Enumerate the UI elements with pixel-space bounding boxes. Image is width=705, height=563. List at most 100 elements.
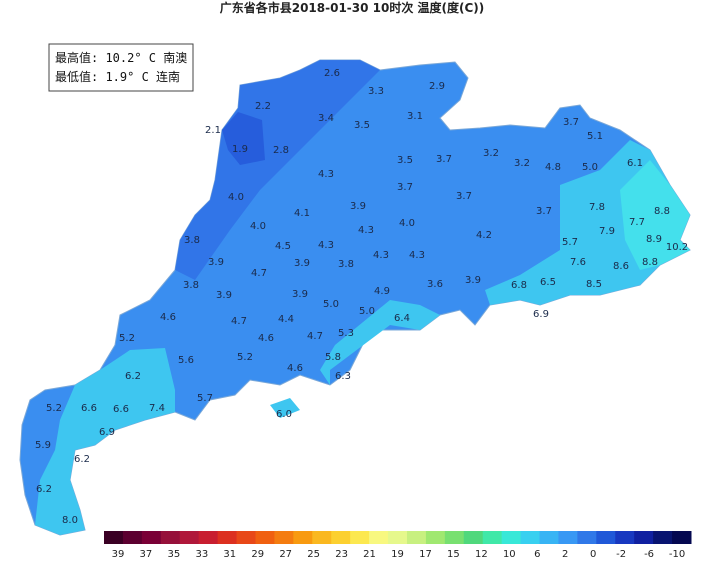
station-value: 3.4 xyxy=(318,113,334,124)
station-value: 4.3 xyxy=(318,240,334,251)
map-title: 广东省各市县2018-01-30 10时次 温度(度(C)) xyxy=(220,0,485,15)
station-value: 4.8 xyxy=(545,162,561,173)
station-value: 3.5 xyxy=(397,155,413,166)
legend-swatch xyxy=(293,531,313,544)
station-value: 3.5 xyxy=(354,120,370,131)
station-value: 5.2 xyxy=(237,352,253,363)
station-value: 7.7 xyxy=(629,217,645,228)
legend-label: -10 xyxy=(669,549,685,560)
station-value: 4.3 xyxy=(409,250,425,261)
station-value: 6.6 xyxy=(81,403,97,414)
station-value: 5.8 xyxy=(325,352,341,363)
station-value: 4.7 xyxy=(307,331,323,342)
station-value: 4.3 xyxy=(373,250,389,261)
station-value: 4.1 xyxy=(294,208,310,219)
station-value: 3.1 xyxy=(407,111,423,122)
legend-swatch xyxy=(406,531,427,544)
legend-swatch xyxy=(350,531,370,544)
station-value: 6.9 xyxy=(533,309,549,320)
legend-swatch xyxy=(217,531,238,544)
legend-swatch xyxy=(388,531,408,544)
info-box: 最高值: 10.2° C 南澳 最低值: 1.9° C 连南 xyxy=(48,43,194,92)
station-value: 4.0 xyxy=(228,192,244,203)
station-value: 4.2 xyxy=(476,230,492,241)
legend-label: 29 xyxy=(251,549,264,560)
station-value: 3.9 xyxy=(208,257,224,268)
province-shape xyxy=(19,59,691,536)
legend-label: 15 xyxy=(447,549,460,560)
island xyxy=(270,398,300,418)
legend-swatch xyxy=(274,531,294,544)
warm-coast xyxy=(320,300,440,385)
station-value: 6.2 xyxy=(36,484,52,495)
legend-swatch xyxy=(596,531,616,544)
legend-label: 12 xyxy=(475,549,488,560)
legend-swatch xyxy=(122,531,143,544)
station-value: 3.8 xyxy=(338,259,354,270)
station-value: 3.9 xyxy=(216,290,232,301)
station-value: 4.6 xyxy=(258,333,274,344)
station-value: 5.6 xyxy=(178,355,194,366)
legend-swatch xyxy=(179,531,200,544)
station-value: 3.6 xyxy=(427,279,443,290)
station-value: 3.9 xyxy=(465,275,481,286)
station-value: 6.8 xyxy=(511,280,527,291)
station-value: 3.7 xyxy=(563,117,579,128)
station-value: 5.7 xyxy=(562,237,578,248)
coldest-region xyxy=(222,112,265,165)
station-value: 4.7 xyxy=(251,268,267,279)
station-value: 3.2 xyxy=(483,148,499,159)
legend-label: 35 xyxy=(168,549,181,560)
station-value: 10.2 xyxy=(666,242,688,253)
legend-label: 19 xyxy=(391,549,404,560)
legend-swatch xyxy=(653,531,673,544)
station-value: 7.8 xyxy=(589,202,605,213)
station-value: 6.6 xyxy=(113,404,129,415)
legend-swatch xyxy=(104,531,124,544)
warmest-coast xyxy=(620,160,690,270)
station-value: 6.4 xyxy=(394,313,410,324)
station-value: 5.2 xyxy=(46,403,62,414)
station-value: 6.2 xyxy=(125,371,141,382)
legend-swatch xyxy=(198,531,219,544)
legend-swatch xyxy=(463,531,484,544)
station-value: 2.8 xyxy=(273,145,289,156)
station-value: 4.5 xyxy=(275,241,291,252)
station-value: 8.5 xyxy=(586,279,602,290)
legend-swatch xyxy=(482,531,503,544)
legend-swatch xyxy=(312,531,332,544)
station-value: 5.9 xyxy=(35,440,51,451)
station-value: 4.9 xyxy=(374,286,390,297)
station-value: 6.9 xyxy=(99,427,115,438)
legend-label: 25 xyxy=(307,549,320,560)
station-value: 7.4 xyxy=(149,403,165,414)
legend-swatch xyxy=(369,531,389,544)
legend-label: -2 xyxy=(616,549,626,560)
station-value: 5.0 xyxy=(323,299,339,310)
station-value: 8.8 xyxy=(642,257,658,268)
station-value: 3.2 xyxy=(514,158,530,169)
station-value: 2.6 xyxy=(324,68,340,79)
legend-label: 2 xyxy=(562,549,568,560)
station-value: 5.7 xyxy=(197,393,213,404)
station-value: 6.0 xyxy=(276,409,292,420)
legend-label: 0 xyxy=(590,549,596,560)
station-value: 3.7 xyxy=(436,154,452,165)
legend-swatch xyxy=(255,531,275,544)
legend-label: -6 xyxy=(644,549,654,560)
legend-swatch xyxy=(672,531,692,544)
station-value: 8.9 xyxy=(646,234,662,245)
legend-swatch xyxy=(558,531,578,544)
legend-swatch xyxy=(141,531,162,544)
station-value: 6.5 xyxy=(540,277,556,288)
legend-label: 17 xyxy=(419,549,432,560)
legend-swatch xyxy=(425,531,446,544)
station-value: 3.9 xyxy=(292,289,308,300)
station-value: 7.6 xyxy=(570,257,586,268)
color-legend: 39 37 35 33 31 29 27 25 23 21 19 17 15 12 10 6 2 0 -2 -6 -10 xyxy=(104,531,692,560)
legend-swatch xyxy=(501,531,522,544)
station-value: 6.3 xyxy=(335,371,351,382)
min-text: 最低值: 1.9° C 连南 xyxy=(55,69,180,84)
station-value: 5.2 xyxy=(119,333,135,344)
